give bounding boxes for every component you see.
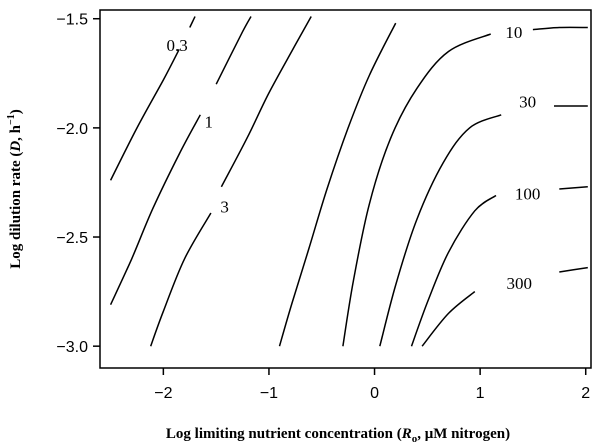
contour-line	[379, 114, 502, 347]
y-tick-label: −2.5	[56, 230, 88, 247]
contour-line	[559, 186, 588, 190]
axis-ticks	[93, 17, 587, 375]
contour-line	[109, 114, 201, 306]
y-tick-label: −2.0	[56, 121, 88, 138]
contour-label: 100	[515, 184, 541, 203]
contour-line	[559, 266, 588, 273]
contour-labels: 0.3 1 3 10 30 100 300	[166, 23, 540, 293]
contour-line	[278, 22, 397, 347]
contour-label: 30	[519, 93, 536, 112]
x-tick-label: 2	[581, 385, 590, 402]
contour-line	[342, 33, 491, 347]
contour-label: 3	[220, 197, 229, 216]
plot-frame	[99, 9, 592, 369]
x-tick-label: −1	[260, 385, 278, 402]
x-tick-label: −2	[154, 385, 172, 402]
tick-labels: −2 −1 0 1 2 −1.5 −2.0 −2.5 −3.0	[56, 12, 590, 402]
contour-line	[220, 16, 312, 188]
x-tick-label: 1	[476, 385, 485, 402]
contour-line	[421, 291, 476, 347]
contour-line	[189, 16, 196, 28]
x-axis-title: Log limiting nutrient concentration (Ro,…	[166, 426, 510, 444]
contour-lines	[109, 16, 588, 347]
contour-label: 1	[205, 112, 214, 131]
contour-line	[532, 26, 588, 31]
x-tick-label: 0	[370, 385, 379, 402]
contour-line	[410, 194, 497, 347]
contour-label: 10	[505, 23, 522, 42]
y-axis-title: Log dilution rate (D, h−1)	[6, 109, 24, 268]
contour-line	[109, 48, 180, 181]
contour-label: 0.3	[166, 36, 187, 55]
contour-line	[215, 16, 252, 85]
contour-line	[149, 212, 212, 347]
y-tick-label: −1.5	[56, 12, 88, 29]
contour-label: 300	[506, 274, 532, 293]
y-tick-label: −3.0	[56, 339, 88, 356]
